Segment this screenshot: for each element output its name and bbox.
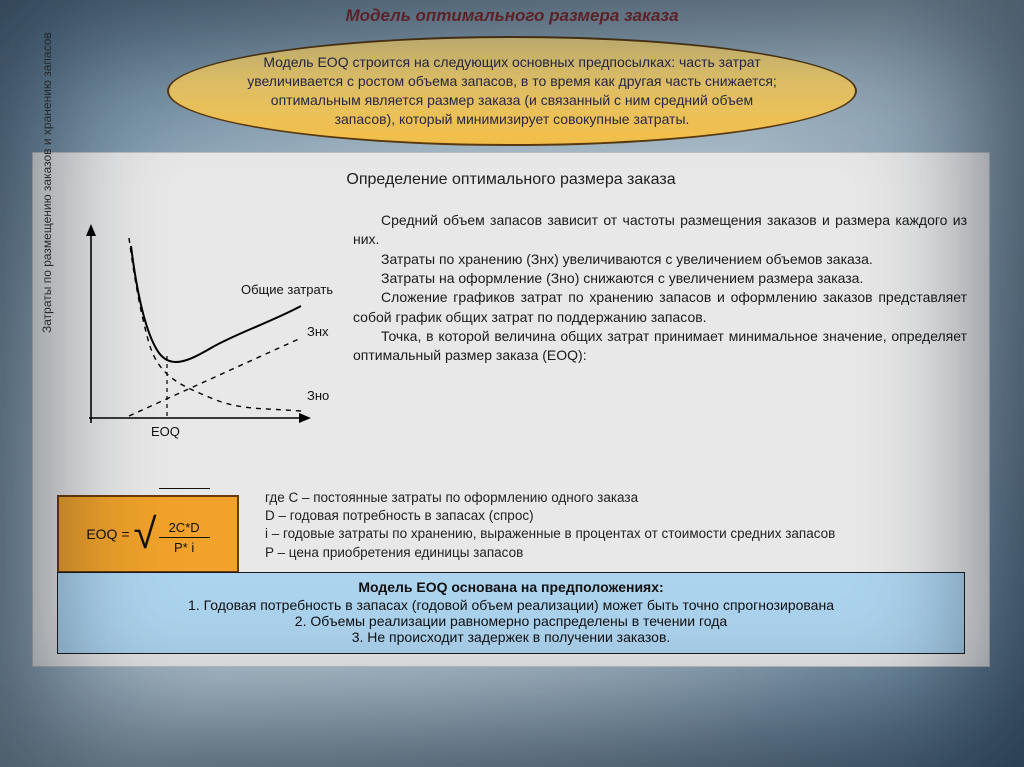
formula-fraction: 2C*D P* i: [159, 488, 210, 555]
formula-lhs: EOQ =: [86, 526, 129, 542]
formula-numerator: 2C*D: [159, 519, 210, 538]
page-title: Модель оптимального размера заказа: [0, 6, 1024, 26]
para-5: Точка, в которой величина общих затрат п…: [353, 327, 967, 366]
legend-intro: где: [265, 490, 288, 505]
legend-c: C – постоянные затраты по оформлению одн…: [288, 490, 638, 505]
legend-d: D – годовая потребность в запасах (спрос…: [265, 507, 967, 525]
main-panel: Определение оптимального размера заказа …: [32, 152, 990, 667]
sqrt-icon: √: [134, 521, 157, 546]
intro-ellipse: Модель EOQ строится на следующих основны…: [167, 36, 857, 146]
legend-i: i – годовые затраты по хранению, выражен…: [265, 525, 967, 543]
chart-y-axis-label: Затраты по размещению заказов и хранению…: [40, 32, 54, 333]
legend-p: P – цена приобретения единицы запасов: [265, 544, 967, 562]
para-4: Сложение графиков затрат по хранению зап…: [353, 288, 967, 327]
chart-svg: Общие затраты Знх Зно EOQ: [53, 213, 333, 463]
assumptions-box: Модель EOQ основана на предположениях: Г…: [57, 572, 965, 654]
assumptions-list: Годовая потребность в запасах (годовой о…: [72, 597, 950, 645]
assumption-item: Годовая потребность в запасах (годовой о…: [72, 597, 950, 613]
section-subheading: Определение оптимального размера заказа: [33, 171, 989, 189]
assumptions-heading: Модель EOQ основана на предположениях:: [72, 579, 950, 595]
intro-text: Модель EOQ строится на следующих основны…: [239, 53, 785, 129]
label-holding: Знх: [307, 324, 329, 339]
label-total: Общие затраты: [241, 282, 333, 297]
label-ordering: Зно: [307, 388, 329, 403]
assumption-item: Не происходит задержек в получении заказ…: [72, 629, 950, 645]
para-3: Затраты на оформление (Зно) снижаются с …: [353, 269, 967, 288]
label-eoq: EOQ: [151, 424, 180, 439]
formula-legend: где C – постоянные затраты по оформлению…: [265, 489, 967, 562]
para-1: Средний объем запасов зависит от частоты…: [353, 211, 967, 250]
assumption-item: Объемы реализации равномерно распределен…: [72, 613, 950, 629]
eoq-chart: Затраты по размещению заказов и хранению…: [53, 213, 333, 463]
para-2: Затраты по хранению (Знх) увеличиваются …: [353, 250, 967, 269]
explanation-text: Средний объем запасов зависит от частоты…: [353, 211, 967, 366]
formula-denominator: P* i: [164, 538, 204, 555]
formula-box: EOQ = √ 2C*D P* i: [57, 495, 239, 573]
